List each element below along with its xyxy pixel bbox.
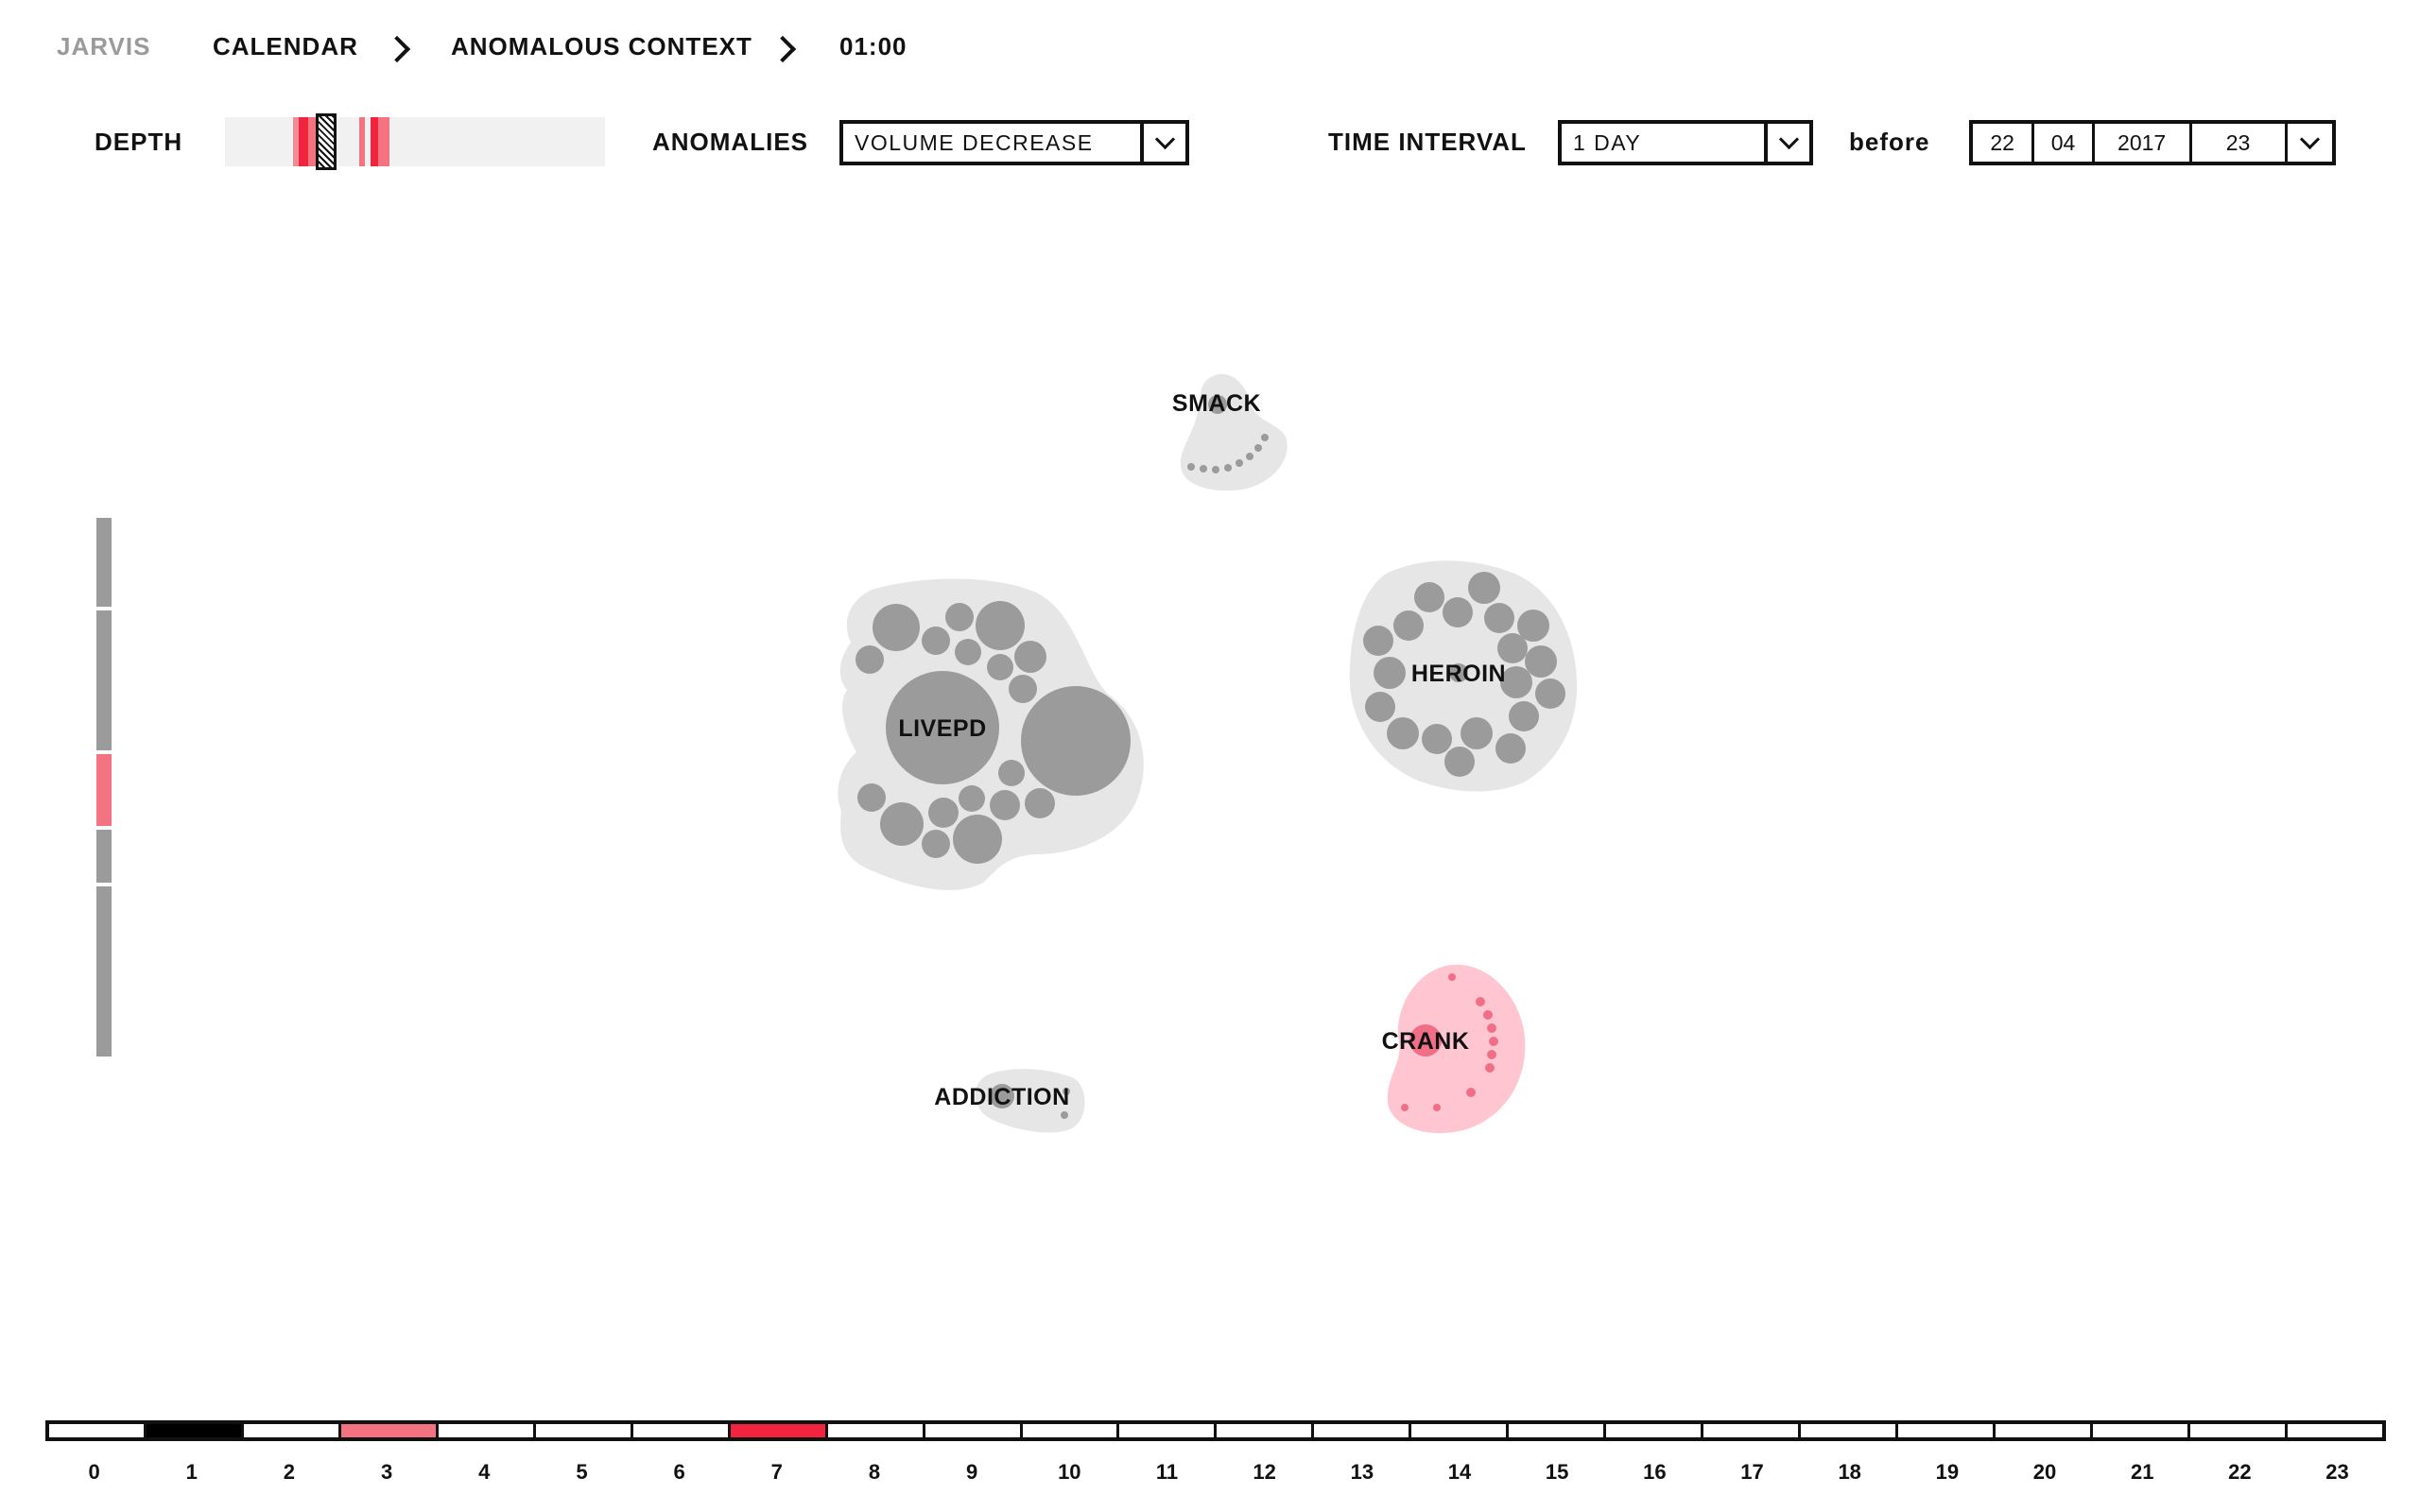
hour-cell-6[interactable] [633,1424,731,1437]
cluster-label-smack: SMACK [1172,390,1261,417]
hour-label: 23 [2325,1460,2349,1484]
hour-cell-22[interactable] [2190,1424,2288,1437]
hour-label: 0 [88,1460,100,1484]
anomalies-label: ANOMALIES [652,128,808,156]
hour-cell-11[interactable] [1119,1424,1218,1437]
hour-label: 13 [1350,1460,1374,1484]
cluster-label-crank: CRANK [1382,1028,1470,1055]
breadcrumb-time: 01:00 [839,32,908,60]
cluster-addiction[interactable]: ADDICTION [934,1069,1085,1133]
time-interval-value: 1 DAY [1573,129,1642,155]
hour-label: 6 [673,1460,685,1484]
hour-label: 3 [380,1460,393,1484]
breadcrumb-anomalous-context[interactable]: ANOMALOUS CONTEXT [451,32,752,60]
hour-cell-12[interactable] [1217,1424,1315,1437]
hour-cell-13[interactable] [1314,1424,1412,1437]
hour-timeline [45,1420,2386,1441]
depth-slider-handle[interactable] [316,113,337,170]
hour-label: 4 [478,1460,491,1484]
hour-cell-15[interactable] [1509,1424,1607,1437]
time-interval-dropdown-button[interactable] [1764,124,1809,162]
hour-label: 20 [2032,1460,2057,1484]
time-interval-label: TIME INTERVAL [1328,128,1527,156]
cluster-heroin[interactable]: HEROIN [1349,560,1578,792]
hour-cell-1[interactable] [146,1424,244,1437]
hour-cell-10[interactable] [1023,1424,1120,1437]
hour-field[interactable]: 23 [2192,124,2288,162]
hour-label: 18 [1838,1460,1861,1484]
depth-level-segment-anomalous[interactable] [96,754,112,826]
cluster-label-heroin: HEROIN [1411,661,1506,687]
cluster-crank[interactable]: CRANK [1382,964,1526,1134]
hour-cell-2[interactable] [244,1424,341,1437]
hour-label: 21 [2130,1460,2154,1484]
hour-label: 14 [1447,1460,1472,1484]
hour-label: 10 [1058,1460,1081,1484]
year-field[interactable]: 2017 [2095,124,2192,162]
hour-cell-18[interactable] [1801,1424,1899,1437]
hour-cell-23[interactable] [2288,1424,2382,1437]
hour-label: 5 [576,1460,588,1484]
anomalies-select[interactable]: VOLUME DECREASE [839,120,1189,165]
hour-cell-17[interactable] [1703,1424,1802,1437]
hour-label: 1 [185,1460,198,1484]
hour-label: 7 [770,1460,783,1484]
hour-cell-9[interactable] [925,1424,1023,1437]
depth-level-segment[interactable] [96,830,112,883]
hour-label: 8 [868,1460,881,1484]
hour-label: 9 [966,1460,978,1484]
hour-cell-14[interactable] [1411,1424,1510,1437]
hour-cell-7[interactable] [730,1424,828,1437]
hour-label: 16 [1643,1460,1667,1484]
before-label: before [1849,128,1930,156]
depth-level-segment[interactable] [96,610,112,750]
app-brand[interactable]: JARVIS [57,32,151,60]
hour-label: 11 [1155,1460,1179,1484]
hour-label: 19 [1935,1460,1960,1484]
hour-cell-5[interactable] [536,1424,633,1437]
hour-cell-3[interactable] [340,1424,439,1437]
cluster-smack[interactable]: SMACK [1172,373,1288,491]
cluster-label-livepd: LIVEPD [898,715,986,742]
depth-level-segment[interactable] [96,518,112,607]
hour-label: 15 [1545,1460,1569,1484]
anomalies-select-value: VOLUME DECREASE [855,129,1094,155]
time-interval-select[interactable]: 1 DAY [1558,120,1813,165]
cluster-livepd[interactable]: LIVEPD [838,578,1144,891]
hour-cell-16[interactable] [1606,1424,1704,1437]
cluster-label-addiction: ADDICTION [934,1084,1069,1110]
hour-cell-20[interactable] [1996,1424,2094,1437]
hour-cell-0[interactable] [49,1424,147,1437]
hour-timeline-labels: 0 1 2 3 4 5 6 7 8 9 10 11 12 13 14 15 16 17 18 19 20 21 22 23 [45,1460,2386,1488]
hour-label: 17 [1740,1460,1764,1484]
anomalies-dropdown-button[interactable] [1140,124,1185,162]
hour-cell-21[interactable] [2093,1424,2190,1437]
hour-label: 2 [283,1460,296,1484]
hour-cell-4[interactable] [439,1424,536,1437]
depth-slider[interactable] [225,113,605,170]
hour-cell-8[interactable] [828,1424,925,1437]
depth-level-segment[interactable] [96,886,112,1057]
depth-level-bar [96,518,112,1057]
month-field[interactable]: 04 [2034,124,2095,162]
hour-label: 22 [2228,1460,2252,1484]
hour-cell-19[interactable] [1898,1424,1996,1437]
breadcrumb-calendar[interactable]: CALENDAR [213,32,358,60]
before-date-picker[interactable]: 22 04 2017 23 [1969,120,2336,165]
day-field[interactable]: 22 [1973,124,2035,162]
depth-label: DEPTH [95,128,183,156]
hour-label: 12 [1253,1460,1276,1484]
